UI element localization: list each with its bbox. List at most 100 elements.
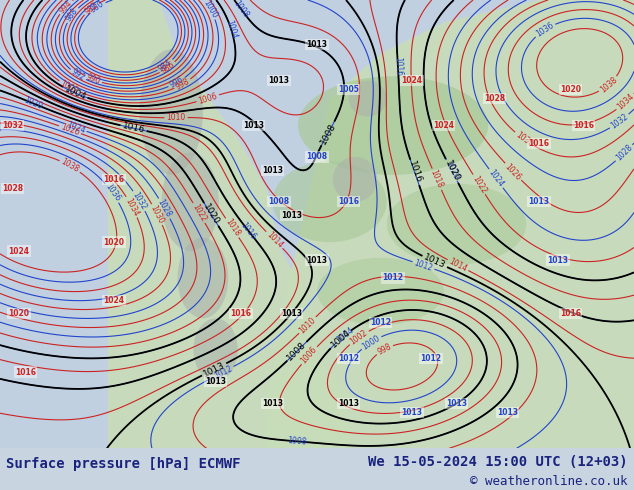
Text: 1004: 1004 <box>329 328 352 350</box>
Text: 1032: 1032 <box>609 112 630 131</box>
Text: 1028: 1028 <box>614 143 634 163</box>
Text: 1013: 1013 <box>401 408 423 417</box>
Text: 1016: 1016 <box>407 160 423 185</box>
Text: 1032: 1032 <box>2 121 23 130</box>
Text: 1004: 1004 <box>63 84 87 102</box>
Text: 1036: 1036 <box>534 21 555 39</box>
Text: 1013: 1013 <box>422 253 447 270</box>
Text: 1010: 1010 <box>166 113 186 122</box>
Polygon shape <box>108 0 349 448</box>
Text: 1028: 1028 <box>2 184 23 193</box>
Text: 1008: 1008 <box>285 340 308 363</box>
Text: 1008: 1008 <box>287 436 307 446</box>
Text: 1024: 1024 <box>401 76 423 85</box>
Text: 1034: 1034 <box>616 92 634 112</box>
Text: 980: 980 <box>89 0 106 15</box>
Text: 1012: 1012 <box>382 273 404 282</box>
Text: 996: 996 <box>168 75 186 90</box>
Text: 1028: 1028 <box>156 198 173 219</box>
Text: 1032: 1032 <box>131 190 148 212</box>
Text: Surface pressure [hPa] ECMWF: Surface pressure [hPa] ECMWF <box>6 457 241 471</box>
Text: 1018: 1018 <box>429 169 444 190</box>
Ellipse shape <box>298 76 488 175</box>
Text: 1026: 1026 <box>60 122 81 137</box>
Text: 998: 998 <box>376 342 393 357</box>
Text: 1024: 1024 <box>65 120 86 135</box>
Text: 1016: 1016 <box>239 220 258 241</box>
Text: 982: 982 <box>83 0 100 17</box>
Text: 1030: 1030 <box>514 130 534 149</box>
Ellipse shape <box>139 49 203 175</box>
Text: 1034: 1034 <box>124 196 141 218</box>
Text: 1012: 1012 <box>420 354 442 363</box>
Ellipse shape <box>178 238 228 318</box>
Text: 1013: 1013 <box>338 399 359 408</box>
Text: 1024: 1024 <box>433 121 455 130</box>
Text: 1016: 1016 <box>560 309 581 318</box>
Text: 1016: 1016 <box>121 122 146 135</box>
Text: 1004: 1004 <box>335 325 356 344</box>
Text: 1013: 1013 <box>262 166 283 175</box>
Text: 1013: 1013 <box>306 40 328 49</box>
Text: 1016: 1016 <box>230 309 252 318</box>
Text: 1022: 1022 <box>470 174 488 195</box>
Text: 1024: 1024 <box>487 168 505 189</box>
Ellipse shape <box>273 161 387 242</box>
Text: 1020: 1020 <box>23 96 44 111</box>
Text: 1006: 1006 <box>299 345 319 366</box>
Text: We 15-05-2024 15:00 UTC (12+03): We 15-05-2024 15:00 UTC (12+03) <box>368 455 628 468</box>
Text: 1008: 1008 <box>306 152 328 161</box>
Text: 1020: 1020 <box>8 309 30 318</box>
Text: 984: 984 <box>157 57 174 73</box>
Text: 1016: 1016 <box>103 175 125 184</box>
Text: 1012: 1012 <box>213 364 234 380</box>
Text: 1013: 1013 <box>268 76 290 85</box>
Ellipse shape <box>317 258 444 325</box>
Ellipse shape <box>162 152 219 251</box>
Text: 1013: 1013 <box>446 399 467 408</box>
Text: 1016: 1016 <box>338 197 359 206</box>
Text: 1013: 1013 <box>262 399 283 408</box>
Text: 1038: 1038 <box>598 75 619 95</box>
Ellipse shape <box>349 81 387 117</box>
Text: 1005: 1005 <box>339 85 359 94</box>
Text: 1002: 1002 <box>349 328 370 346</box>
Text: 1024: 1024 <box>8 246 30 256</box>
Text: 1008: 1008 <box>231 0 250 20</box>
Text: 1013: 1013 <box>496 408 518 417</box>
Ellipse shape <box>387 184 526 265</box>
Text: 1026: 1026 <box>503 162 523 182</box>
Text: 1022: 1022 <box>190 202 208 223</box>
Text: 994: 994 <box>58 0 74 15</box>
Text: 1010: 1010 <box>297 315 318 335</box>
Text: 1038: 1038 <box>60 157 81 174</box>
Text: 1006: 1006 <box>197 91 218 105</box>
Text: 1012: 1012 <box>413 258 434 273</box>
Text: 1013: 1013 <box>205 377 226 386</box>
Text: 1008: 1008 <box>268 197 290 206</box>
Polygon shape <box>266 0 634 448</box>
Text: 1020: 1020 <box>443 160 460 181</box>
Text: 1013: 1013 <box>243 121 264 130</box>
Text: 1012: 1012 <box>338 354 359 363</box>
Text: 1020: 1020 <box>103 238 125 246</box>
Text: 1020: 1020 <box>560 85 581 94</box>
Text: 1024: 1024 <box>103 296 125 305</box>
Text: 1028: 1028 <box>484 94 505 103</box>
Text: © weatheronline.co.uk: © weatheronline.co.uk <box>470 475 628 488</box>
Ellipse shape <box>333 157 377 202</box>
Text: 1013: 1013 <box>281 309 302 318</box>
Text: 1014: 1014 <box>264 230 285 250</box>
Text: 1018: 1018 <box>223 218 242 238</box>
Text: 998: 998 <box>174 76 191 92</box>
Ellipse shape <box>193 318 238 381</box>
Text: 1013: 1013 <box>528 197 550 206</box>
Text: 988: 988 <box>64 6 80 24</box>
Text: 1000: 1000 <box>202 0 219 20</box>
Text: 1013: 1013 <box>306 256 328 265</box>
Text: 1016: 1016 <box>393 56 403 76</box>
Text: 1030: 1030 <box>149 204 165 225</box>
Text: 1000: 1000 <box>361 333 382 351</box>
Text: 1013: 1013 <box>547 256 569 265</box>
Text: 1013: 1013 <box>281 211 302 220</box>
